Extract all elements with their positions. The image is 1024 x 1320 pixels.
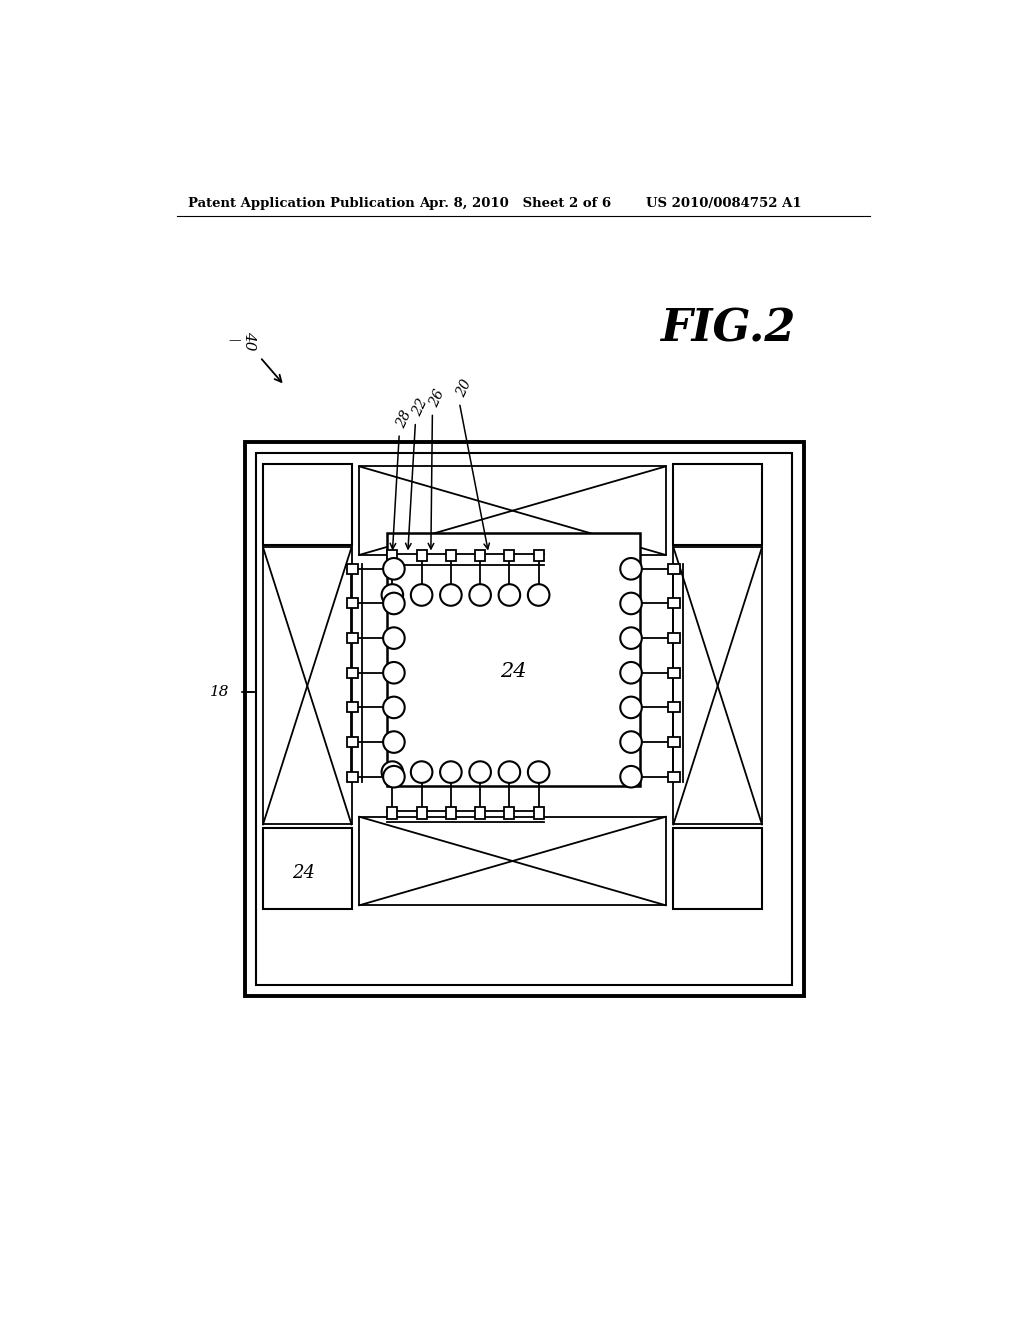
Bar xyxy=(417,807,427,818)
Circle shape xyxy=(499,585,520,606)
Text: —: — xyxy=(228,334,241,347)
Bar xyxy=(475,807,485,818)
Text: 18: 18 xyxy=(210,685,229,700)
Circle shape xyxy=(383,731,404,752)
Bar xyxy=(669,634,680,643)
Circle shape xyxy=(382,762,403,783)
Bar xyxy=(505,550,514,561)
Bar xyxy=(669,702,680,713)
Bar xyxy=(263,465,351,545)
Circle shape xyxy=(621,593,642,614)
Text: 22: 22 xyxy=(410,396,430,418)
Bar xyxy=(445,807,456,818)
Bar xyxy=(387,533,640,785)
Bar xyxy=(669,772,680,781)
Text: 24: 24 xyxy=(292,863,315,882)
Bar xyxy=(505,807,514,818)
Bar xyxy=(346,634,358,643)
Text: Patent Application Publication: Patent Application Publication xyxy=(188,197,415,210)
Bar xyxy=(669,668,680,677)
Bar xyxy=(669,737,680,747)
Circle shape xyxy=(383,766,404,788)
Circle shape xyxy=(411,585,432,606)
Text: Apr. 8, 2010   Sheet 2 of 6: Apr. 8, 2010 Sheet 2 of 6 xyxy=(419,197,611,210)
Text: 26: 26 xyxy=(427,387,447,409)
Circle shape xyxy=(411,762,432,783)
Circle shape xyxy=(621,558,642,579)
Bar xyxy=(674,465,762,545)
Text: 20: 20 xyxy=(454,378,474,400)
Circle shape xyxy=(382,585,403,606)
Circle shape xyxy=(621,697,642,718)
Bar xyxy=(359,466,666,554)
Bar xyxy=(387,550,397,561)
Circle shape xyxy=(383,593,404,614)
Circle shape xyxy=(621,627,642,649)
Bar xyxy=(346,737,358,747)
Bar xyxy=(669,598,680,609)
Circle shape xyxy=(621,731,642,752)
Bar xyxy=(359,817,666,906)
Bar xyxy=(387,807,397,818)
Bar xyxy=(534,550,544,561)
Circle shape xyxy=(469,762,490,783)
Bar xyxy=(674,829,762,909)
Bar xyxy=(263,829,351,909)
Text: 28: 28 xyxy=(394,408,414,430)
Circle shape xyxy=(383,663,404,684)
Bar xyxy=(263,548,351,825)
Bar xyxy=(475,550,485,561)
Circle shape xyxy=(621,766,642,788)
Circle shape xyxy=(383,697,404,718)
Circle shape xyxy=(528,762,550,783)
Circle shape xyxy=(528,585,550,606)
Circle shape xyxy=(383,558,404,579)
Bar xyxy=(669,564,680,574)
Bar xyxy=(534,807,544,818)
Bar xyxy=(256,453,792,985)
Circle shape xyxy=(499,762,520,783)
Circle shape xyxy=(621,663,642,684)
Bar xyxy=(346,772,358,781)
Bar xyxy=(346,702,358,713)
Circle shape xyxy=(469,585,490,606)
Text: FIG.2: FIG.2 xyxy=(660,308,796,351)
Bar xyxy=(346,564,358,574)
Text: 24: 24 xyxy=(500,661,526,681)
Bar xyxy=(346,668,358,677)
Bar xyxy=(417,550,427,561)
Bar xyxy=(346,598,358,609)
Circle shape xyxy=(383,627,404,649)
Text: US 2010/0084752 A1: US 2010/0084752 A1 xyxy=(646,197,802,210)
Text: 40: 40 xyxy=(242,331,256,351)
Circle shape xyxy=(440,585,462,606)
Bar xyxy=(674,548,762,825)
Bar xyxy=(245,442,804,997)
Circle shape xyxy=(440,762,462,783)
Bar xyxy=(445,550,456,561)
